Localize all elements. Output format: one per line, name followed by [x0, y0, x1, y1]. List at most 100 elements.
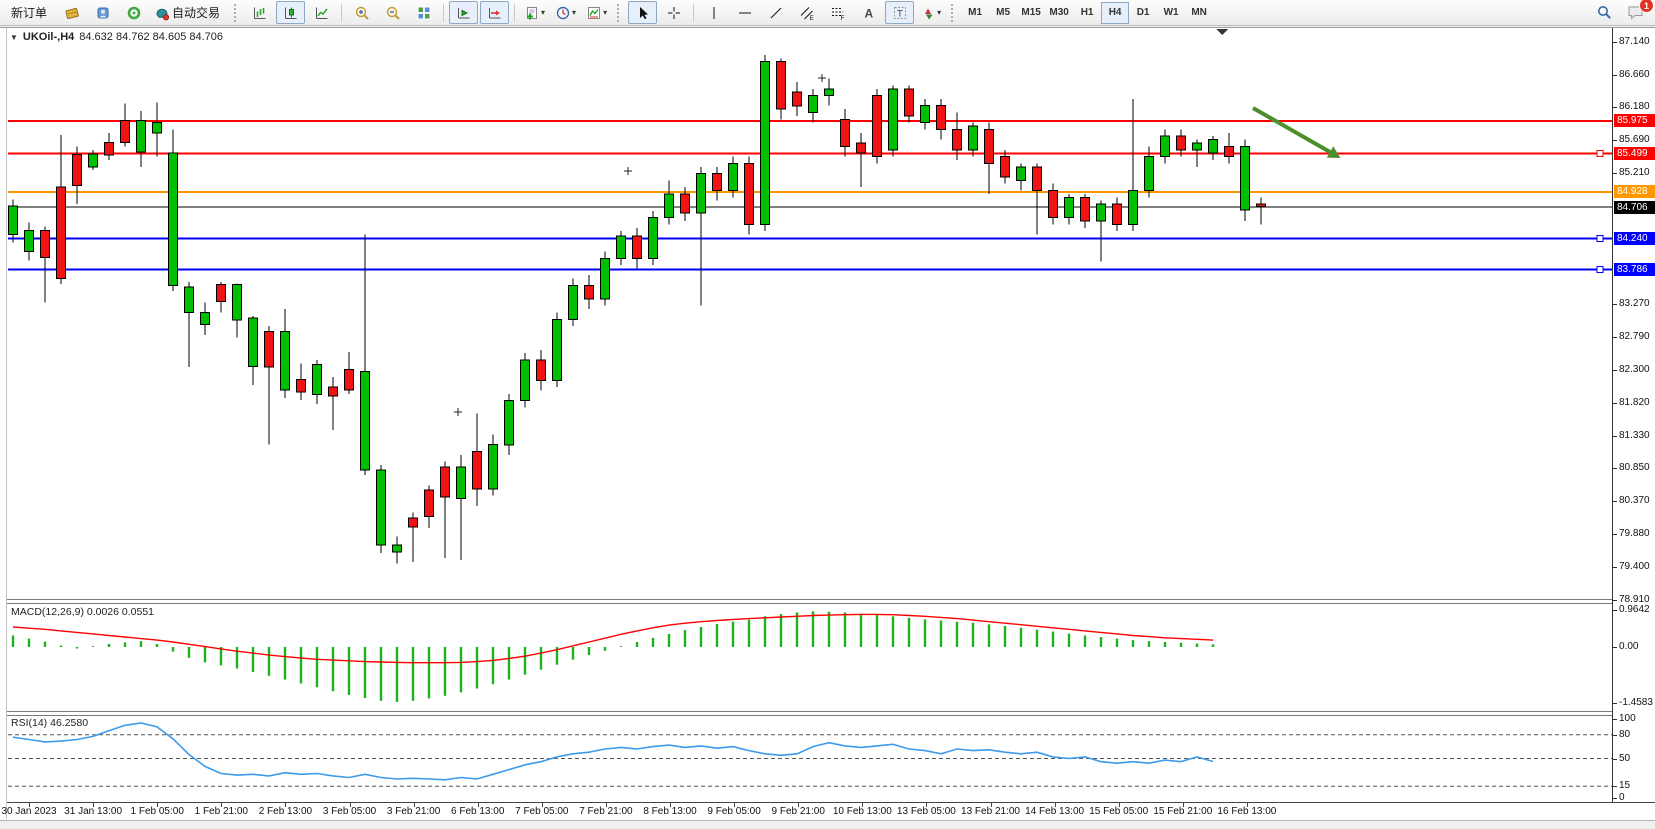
chart-title[interactable]: ▼ UKOil-,H4 84.632 84.762 84.605 84.706 — [10, 31, 223, 43]
toolbar-grip[interactable] — [617, 3, 622, 22]
rsi-level-label: 80 — [1619, 728, 1631, 740]
autotrading-button[interactable]: 自动交易 — [150, 1, 228, 24]
price-tick-label: 86.660 — [1619, 68, 1650, 80]
time-tick — [734, 803, 736, 807]
toolbar-separator — [341, 3, 343, 22]
notifications-button[interactable]: 1 — [1621, 0, 1654, 24]
chart-window — [0, 27, 1655, 820]
axis-tick — [1613, 140, 1617, 142]
time-label: 9 Feb 21:00 — [771, 806, 825, 817]
line-chart-icon — [314, 5, 330, 21]
cross-marker[interactable] — [454, 408, 462, 416]
panel-separator[interactable] — [7, 711, 1655, 716]
zoom-in-button[interactable] — [347, 1, 376, 24]
channel-icon: E — [799, 5, 815, 21]
horizontal-line-button[interactable] — [730, 1, 759, 24]
price-axis[interactable]: 87.140 86.660 86.180 85.690 85.210 83.270 82.7… — [1612, 28, 1655, 803]
new-order-label: 新订单 — [11, 6, 48, 20]
line-handle[interactable] — [1596, 235, 1604, 243]
macd-label: MACD(12,26,9) 0.0026 0.0551 — [11, 606, 154, 618]
timeframe-M5[interactable]: M5 — [996, 7, 1011, 18]
horizontal-level-lines — [8, 119, 1612, 273]
line-chart-button[interactable] — [307, 1, 336, 24]
toolbar-grip[interactable] — [234, 3, 239, 22]
price-tick-label: 81.820 — [1619, 396, 1650, 408]
timeframe-W1[interactable]: W1 — [1163, 7, 1179, 18]
panel-separator[interactable] — [7, 599, 1655, 604]
data-window-button[interactable] — [88, 1, 117, 24]
macd-plot[interactable] — [8, 603, 1612, 712]
notification-badge: 1 — [1639, 0, 1654, 13]
candlestick-chart-button[interactable] — [276, 1, 306, 24]
cross-marker[interactable] — [818, 74, 826, 82]
chart-shift-marker[interactable] — [1216, 29, 1228, 35]
text-button[interactable]: A — [854, 1, 883, 24]
time-label: 30 Jan 2023 — [1, 806, 57, 817]
trend-arrow-annotation[interactable] — [1252, 106, 1341, 158]
rsi-line — [12, 722, 1214, 781]
rsi-level-label: 50 — [1619, 752, 1631, 764]
cursor-button[interactable] — [628, 1, 658, 24]
toolbar-separator — [443, 3, 445, 22]
price-tick-label: 82.790 — [1619, 330, 1650, 342]
collapse-triangle-icon[interactable]: ▼ — [10, 32, 18, 42]
crosshair-button[interactable] — [659, 1, 688, 24]
window-bottom-edge — [0, 820, 1655, 829]
axis-tick — [1613, 172, 1617, 174]
fibonacci-button[interactable]: F — [823, 1, 852, 24]
time-tick — [413, 803, 415, 807]
chart-symbol: UKOil-,H4 — [22, 31, 75, 43]
timeframe-M15[interactable]: M15 — [1021, 7, 1041, 18]
axis-tick — [1613, 719, 1617, 720]
time-label: 7 Feb 21:00 — [579, 806, 633, 817]
macd-histogram — [11, 611, 1215, 702]
time-label: 8 Feb 13:00 — [643, 806, 697, 817]
axis-tick — [1613, 758, 1617, 760]
time-label: 16 Feb 13:00 — [1217, 806, 1277, 817]
new-chart-button[interactable]: ▾ — [520, 1, 549, 24]
period-button[interactable]: ▾ — [551, 1, 580, 24]
channel-button[interactable]: E — [792, 1, 821, 24]
price-level-tag-84.240: 84.240 — [1614, 232, 1655, 246]
price-tick-label: 87.140 — [1619, 36, 1650, 47]
timeframe-M1[interactable]: M1 — [968, 7, 983, 18]
vertical-line-button[interactable] — [699, 1, 728, 24]
toolbar-grip[interactable] — [951, 3, 956, 22]
timeframe-H1[interactable]: H1 — [1080, 7, 1094, 18]
line-handle[interactable] — [1596, 149, 1604, 157]
main-chart-plot[interactable] — [8, 28, 1612, 599]
timeframe-MN[interactable]: MN — [1191, 7, 1207, 18]
trendline-button[interactable] — [761, 1, 790, 24]
market-watch-button[interactable] — [57, 1, 86, 24]
window-border — [6, 28, 7, 819]
timeframe-M30[interactable]: M30 — [1049, 7, 1069, 18]
time-axis[interactable]: 30 Jan 2023 31 Jan 13:00 1 Feb 05:00 1 Feb … — [1, 803, 1612, 820]
cross-marker[interactable] — [624, 167, 632, 175]
text-label-button[interactable]: T — [885, 1, 915, 24]
bar-chart-button[interactable] — [245, 1, 274, 24]
navigator-button[interactable] — [119, 1, 148, 24]
search-button[interactable] — [1590, 1, 1619, 24]
new-order-button[interactable]: 新订单 — [5, 1, 55, 24]
time-label: 6 Feb 13:00 — [451, 806, 505, 817]
time-tick — [93, 803, 95, 807]
timeframe-H4[interactable]: H4 — [1101, 1, 1130, 24]
arrows-button[interactable]: ▾ — [916, 1, 945, 24]
chart-shift-button[interactable] — [480, 1, 510, 24]
period-icon — [555, 5, 571, 21]
line-handle[interactable] — [1596, 265, 1604, 273]
price-tick-label: 82.300 — [1619, 364, 1650, 376]
timeframe-D1[interactable]: D1 — [1136, 7, 1150, 18]
indicators-button[interactable]: ▾ — [582, 1, 611, 24]
rsi-plot[interactable] — [8, 715, 1612, 802]
price-tick-label: 78.910 — [1619, 593, 1650, 605]
time-tick — [1054, 803, 1056, 807]
zoom-out-button[interactable] — [378, 1, 407, 24]
tile-windows-button[interactable] — [409, 1, 438, 24]
auto-scroll-button[interactable] — [449, 1, 479, 24]
macd-signal-line — [12, 613, 1214, 664]
search-icon — [1596, 4, 1613, 21]
time-label: 1 Feb 21:00 — [194, 806, 248, 817]
axis-tick — [1613, 534, 1617, 536]
axis-tick — [1613, 74, 1617, 76]
